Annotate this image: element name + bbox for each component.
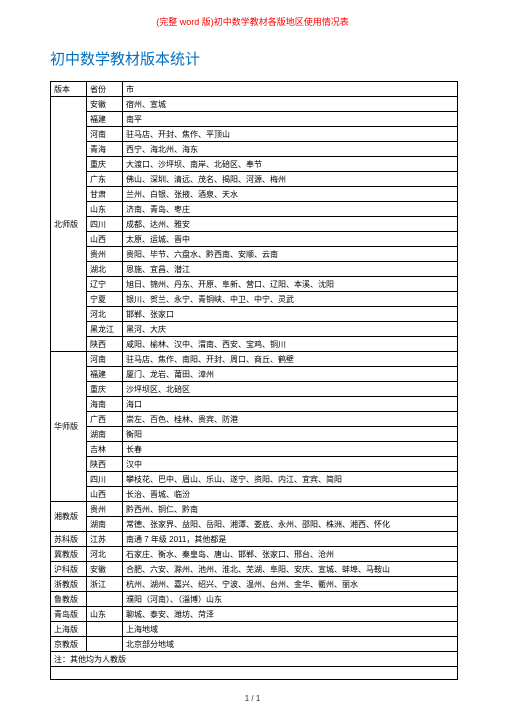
city-cell: 濮阳（河南）、（淄博）山东 [123, 592, 458, 607]
province-cell: 湖南 [87, 427, 123, 442]
province-cell: 湖北 [87, 262, 123, 277]
province-cell: 海南 [87, 397, 123, 412]
city-cell: 长治、晋城、临汾 [123, 487, 458, 502]
province-cell: 青海 [87, 142, 123, 157]
city-cell: 崇左、百色、桂林、贵宾、防港 [123, 412, 458, 427]
city-cell: 沙坪坝区、北碚区 [123, 382, 458, 397]
city-cell: 邯郸、张家口 [123, 307, 458, 322]
city-cell: 杭州、湖州、嘉兴、绍兴、宁波、温州、台州、金华、衢州、丽水 [123, 577, 458, 592]
province-cell: 河南 [87, 352, 123, 367]
city-cell: 厦门、龙岩、莆田、漳州 [123, 367, 458, 382]
city-cell: 宿州、宣城 [123, 97, 458, 112]
empty-row [51, 667, 458, 680]
city-cell: 咸阳、榆林、汉中、渭南、西安、宝鸡、铜川 [123, 337, 458, 352]
city-cell: 长春 [123, 442, 458, 457]
city-cell: 贵阳、毕节、六盘水、黔西南、安顺、云南 [123, 247, 458, 262]
province-cell: 四川 [87, 217, 123, 232]
city-cell: 恩施、宜昌、潜江 [123, 262, 458, 277]
version-cell: 浙教版 [51, 577, 87, 592]
province-cell: 山东 [87, 202, 123, 217]
column-header-version: 版本 [51, 82, 87, 97]
city-cell: 攀枝花、巴中、眉山、乐山、遂宁、资阳、内江、宜宾、简阳 [123, 472, 458, 487]
city-cell: 黔西州、铜仁、黔南 [123, 502, 458, 517]
province-cell: 陕西 [87, 337, 123, 352]
city-cell: 聊城、泰安、潍坊、菏泽 [123, 607, 458, 622]
city-cell: 衡阳 [123, 427, 458, 442]
city-cell: 汉中 [123, 457, 458, 472]
city-cell: 上海地域 [123, 622, 458, 637]
province-cell: 山西 [87, 232, 123, 247]
city-cell: 北京部分地域 [123, 637, 458, 652]
city-cell: 驻马店、开封、焦作、平顶山 [123, 127, 458, 142]
city-cell: 旭日、锦州、丹东、开原、阜新、营口、辽阳、本溪、沈阳 [123, 277, 458, 292]
province-cell: 河北 [87, 307, 123, 322]
city-cell: 西宁、海北州、海东 [123, 142, 458, 157]
province-cell: 江苏 [87, 532, 123, 547]
province-cell: 黑龙江 [87, 322, 123, 337]
province-cell: 福建 [87, 112, 123, 127]
version-cell: 湘教版 [51, 502, 87, 532]
version-cell: 华师版 [51, 352, 87, 502]
city-cell: 兰州、白银、张掖、酒泉、天水 [123, 187, 458, 202]
city-cell: 石家庄、衡水、秦皇岛、唐山、邯郸、张家口、邢台、沧州 [123, 547, 458, 562]
province-cell: 山东 [87, 607, 123, 622]
city-cell: 成都、达州、雅安 [123, 217, 458, 232]
province-cell [87, 637, 123, 652]
province-cell: 甘肃 [87, 187, 123, 202]
version-cell: 京教版 [51, 637, 87, 652]
province-cell: 湖南 [87, 517, 123, 532]
city-cell: 济南、青岛、枣庄 [123, 202, 458, 217]
column-header-city: 市 [123, 82, 458, 97]
page-title: 初中数学教材版本统计 [0, 48, 505, 81]
province-cell: 福建 [87, 367, 123, 382]
version-cell: 上海版 [51, 622, 87, 637]
city-cell: 大渡口、沙坪坝、南岸、北碚区、奉节 [123, 157, 458, 172]
column-header-province: 省份 [87, 82, 123, 97]
province-cell: 安徽 [87, 562, 123, 577]
province-cell: 贵州 [87, 247, 123, 262]
city-cell: 南平 [123, 112, 458, 127]
city-cell: 黑河、大庆 [123, 322, 458, 337]
province-cell: 浙江 [87, 577, 123, 592]
province-cell: 河南 [87, 127, 123, 142]
province-cell: 辽宁 [87, 277, 123, 292]
province-cell: 陕西 [87, 457, 123, 472]
version-cell: 鲁教版 [51, 592, 87, 607]
city-cell: 海口 [123, 397, 458, 412]
page-header: (完整 word 版)初中数学教材各版地区使用情况表 [0, 0, 505, 48]
note-cell: 注：其他均为人教版 [51, 652, 458, 667]
city-cell: 银川、贺兰、永宁、青铜峡、中卫、中宁、灵武 [123, 292, 458, 307]
province-cell: 贵州 [87, 502, 123, 517]
city-cell: 常德、张家界、益阳、岳阳、湘潭、娄底、永州、邵阳、株洲、湘西、怀化 [123, 517, 458, 532]
province-cell: 重庆 [87, 382, 123, 397]
province-cell [87, 622, 123, 637]
province-cell: 重庆 [87, 157, 123, 172]
province-cell: 广东 [87, 172, 123, 187]
city-cell: 南通 7 年级 2011，其他都是 [123, 532, 458, 547]
version-cell: 苏科版 [51, 532, 87, 547]
city-cell: 佛山、深圳、清远、茂名、揭阳、河源、梅州 [123, 172, 458, 187]
province-cell: 山西 [87, 487, 123, 502]
version-cell: 北师版 [51, 97, 87, 352]
city-cell: 驻马店、焦作、南阳、开封、周口、商丘、鹤壁 [123, 352, 458, 367]
province-cell: 广西 [87, 412, 123, 427]
textbook-version-table: 版本省份市北师版安徽宿州、宣城福建南平河南驻马店、开封、焦作、平顶山青海西宁、海… [50, 81, 458, 680]
version-cell: 青岛版 [51, 607, 87, 622]
province-cell [87, 592, 123, 607]
version-cell: 沪科版 [51, 562, 87, 577]
province-cell: 河北 [87, 547, 123, 562]
city-cell: 太原、运城、晋中 [123, 232, 458, 247]
province-cell: 宁夏 [87, 292, 123, 307]
version-cell: 冀教版 [51, 547, 87, 562]
province-cell: 吉林 [87, 442, 123, 457]
page-footer: 1 / 1 [0, 694, 505, 703]
province-cell: 四川 [87, 472, 123, 487]
city-cell: 合肥、六安、滁州、池州、淮北、芜湖、阜阳、安庆、宣城、蚌埠、马鞍山 [123, 562, 458, 577]
province-cell: 安徽 [87, 97, 123, 112]
